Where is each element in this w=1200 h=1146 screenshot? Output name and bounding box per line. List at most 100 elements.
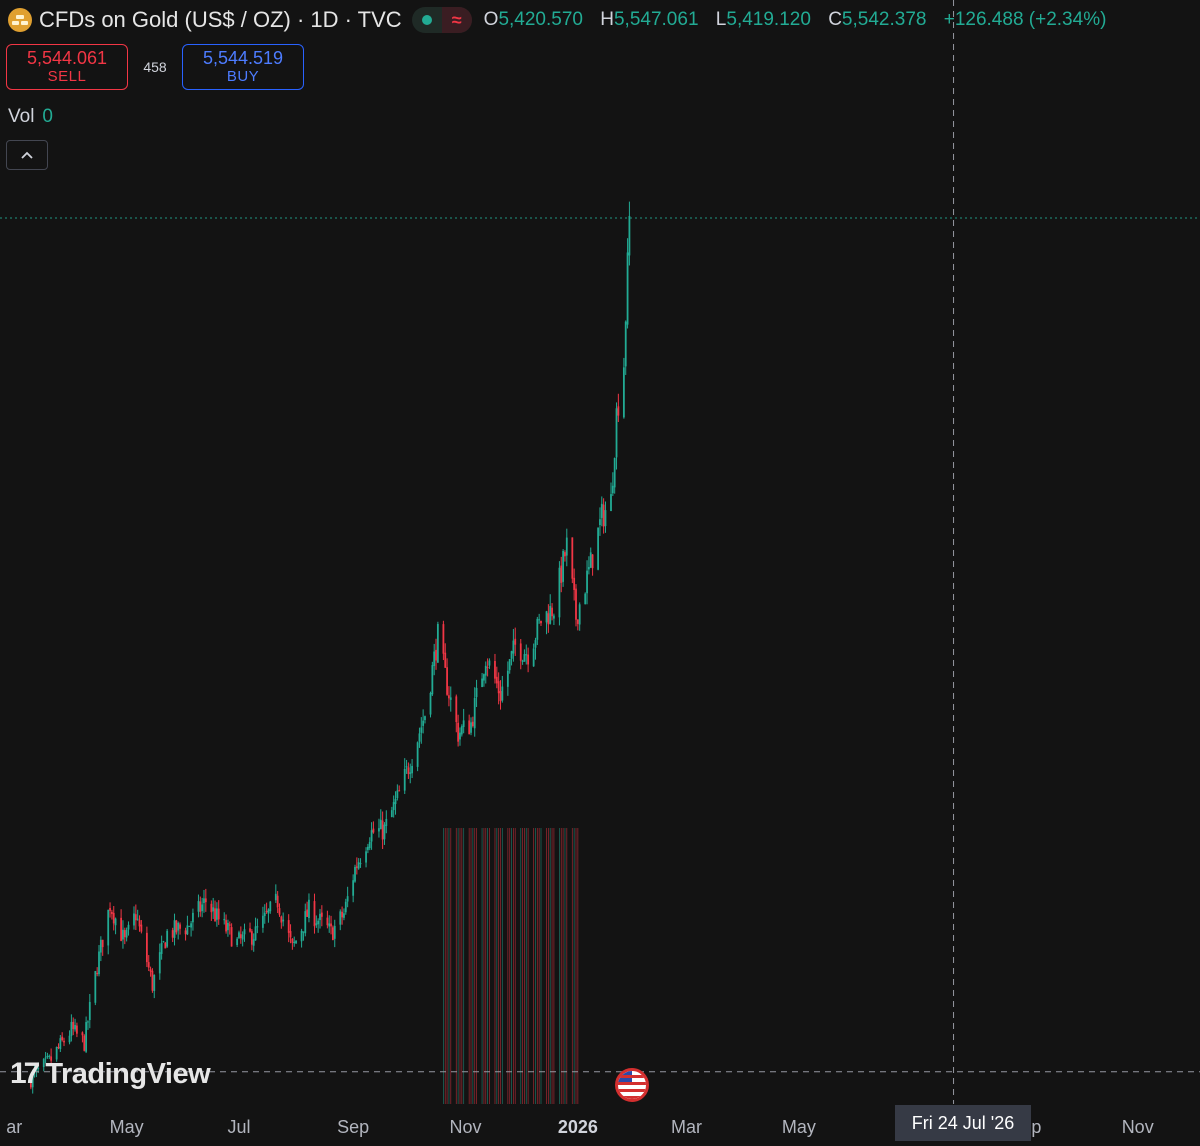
candle — [304, 903, 307, 937]
crosshair-date-label: Fri 24 Jul '26 — [895, 1105, 1031, 1141]
candle — [457, 714, 460, 747]
candle — [471, 716, 474, 728]
candle — [306, 901, 309, 918]
us-flag-icon[interactable] — [615, 1068, 649, 1102]
candle — [177, 921, 180, 940]
time-axis-tick-label: Nov — [449, 1117, 481, 1137]
candle — [571, 537, 574, 584]
market-status-pill[interactable]: ≈ — [411, 7, 472, 33]
candle — [435, 638, 437, 670]
candle — [123, 927, 126, 945]
candle — [46, 1052, 49, 1059]
candle — [238, 930, 240, 940]
candle — [136, 909, 139, 921]
sell-button[interactable]: 5,544.061 SELL — [6, 44, 128, 90]
candle — [145, 926, 148, 968]
candle — [385, 810, 388, 834]
candle — [190, 921, 192, 937]
candle — [87, 1020, 89, 1030]
candle — [276, 891, 279, 913]
candle — [523, 649, 526, 662]
candle — [215, 902, 218, 927]
candle — [319, 908, 321, 929]
candle — [120, 909, 123, 942]
candle — [107, 909, 110, 955]
candle — [442, 620, 445, 661]
candle — [475, 679, 478, 708]
low-value: 5,419.120 — [726, 9, 811, 30]
candle — [151, 968, 154, 993]
candle — [418, 727, 421, 748]
symbol-legend[interactable]: CFDs on Gold (US$ / OZ) · 1D · TVC ≈ O5,… — [8, 4, 1106, 36]
candle — [381, 811, 384, 850]
candle — [459, 727, 461, 746]
candle — [29, 1074, 32, 1090]
candle — [262, 906, 264, 933]
candle — [564, 550, 566, 562]
candle — [74, 1018, 76, 1032]
candle — [379, 809, 382, 830]
candle — [549, 594, 552, 625]
ohlc-values: O5,420.570 H5,547.061 L5,419.120 C5,542.… — [484, 9, 1107, 31]
candle — [370, 822, 373, 850]
low-key: L — [715, 9, 727, 30]
candle — [510, 650, 513, 666]
collapse-legend-button[interactable] — [6, 140, 48, 170]
candle — [420, 717, 423, 744]
candle — [217, 900, 220, 925]
candle — [228, 921, 231, 935]
candle — [407, 762, 410, 779]
candle — [448, 686, 450, 707]
candle — [352, 874, 355, 903]
candle — [355, 857, 358, 875]
volume-legend[interactable]: Vol 0 — [8, 106, 53, 128]
time-axis-tick-label: Nov — [1122, 1117, 1154, 1137]
candle — [366, 843, 369, 854]
candle — [436, 621, 439, 664]
candle — [96, 967, 99, 977]
candle — [147, 955, 150, 972]
symbol-title[interactable]: CFDs on Gold (US$ / OZ) · 1D · TVC — [39, 7, 402, 32]
candle — [267, 908, 270, 923]
candle — [506, 661, 509, 696]
candle — [354, 864, 356, 883]
candle — [250, 929, 253, 951]
candle — [111, 909, 113, 920]
candle — [166, 928, 169, 948]
candle — [508, 658, 511, 674]
candle — [184, 927, 187, 941]
candle — [50, 1048, 53, 1066]
candle — [470, 717, 472, 736]
volume-label: Vol — [8, 106, 35, 127]
candle — [171, 927, 174, 943]
candle — [622, 357, 625, 419]
candle — [422, 709, 425, 734]
tradingview-watermark[interactable]: 17 TradingView — [10, 1056, 211, 1092]
candle — [455, 694, 458, 733]
candle — [214, 900, 216, 922]
candle — [346, 886, 349, 908]
candle — [449, 686, 452, 712]
candle — [372, 821, 375, 834]
candle — [575, 584, 577, 627]
buy-price: 5,544.519 — [202, 48, 284, 68]
candle — [85, 1016, 88, 1054]
candle — [341, 906, 344, 925]
candle — [495, 666, 498, 689]
candle — [48, 1054, 51, 1060]
buy-button[interactable]: 5,544.519 BUY — [182, 44, 304, 90]
candle — [599, 507, 601, 536]
candle — [317, 918, 320, 933]
candle — [81, 1031, 84, 1043]
candle — [424, 715, 426, 724]
sell-label: SELL — [47, 68, 87, 85]
candle — [514, 627, 517, 656]
candle — [164, 941, 167, 949]
candle — [494, 653, 496, 684]
candle — [98, 945, 100, 977]
candle — [31, 1069, 34, 1094]
candle — [122, 920, 124, 949]
candle — [405, 759, 408, 774]
candle — [481, 672, 483, 688]
